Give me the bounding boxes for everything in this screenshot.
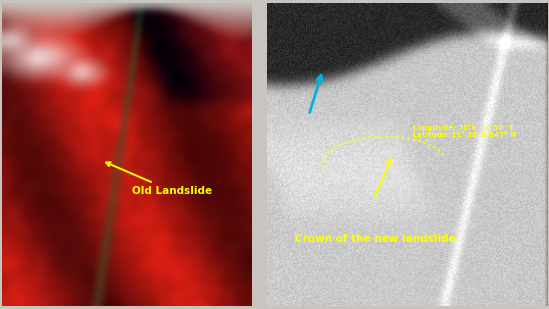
Text: Old Landslide: Old Landslide	[106, 162, 212, 196]
Text: Longitude: 76°8' 10.58'' E
Latitude: 11° 28' 0.347'' N: Longitude: 76°8' 10.58'' E Latitude: 11°…	[413, 124, 516, 138]
Text: Crown of the new landslide: Crown of the new landslide	[295, 234, 456, 244]
